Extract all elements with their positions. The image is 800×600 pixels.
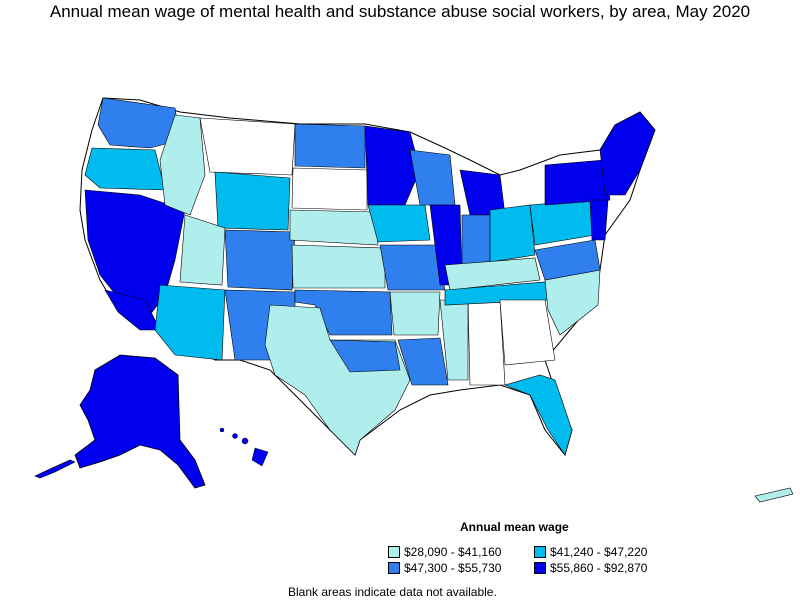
region-hawaii bbox=[219, 427, 269, 467]
legend-item-3: $47,300 - $55,730 bbox=[388, 561, 501, 575]
region-new-england bbox=[599, 111, 656, 196]
region-texas-metro bbox=[329, 339, 401, 373]
region-new-york bbox=[544, 159, 611, 206]
region-georgia bbox=[499, 299, 556, 366]
region-puerto-rico bbox=[754, 487, 794, 503]
region-montana bbox=[199, 117, 296, 176]
region-louisiana bbox=[397, 337, 449, 386]
region-colorado bbox=[224, 229, 296, 291]
map-title: Annual mean wage of mental health and su… bbox=[49, 2, 751, 21]
legend-item-4: $55,860 - $92,870 bbox=[534, 561, 647, 575]
legend-item-2: $41,240 - $47,220 bbox=[534, 545, 647, 559]
region-nebraska bbox=[289, 209, 379, 246]
legend-swatch-1 bbox=[388, 546, 400, 558]
region-alaska bbox=[74, 354, 206, 489]
legend-label-1: $28,090 - $41,160 bbox=[404, 545, 502, 559]
region-minnesota bbox=[364, 125, 421, 206]
region-north-dakota bbox=[294, 123, 366, 169]
legend-label-3: $47,300 - $55,730 bbox=[404, 561, 502, 575]
region-wyoming bbox=[214, 171, 291, 231]
region-iowa bbox=[367, 204, 431, 243]
data-availability-note: Blank areas indicate data not available. bbox=[288, 585, 497, 599]
region-ohio bbox=[489, 204, 536, 263]
region-southern-california bbox=[104, 289, 161, 331]
region-washington bbox=[97, 97, 181, 149]
legend-title: Annual mean wage bbox=[460, 520, 569, 534]
region-missouri bbox=[379, 244, 446, 291]
region-oregon bbox=[84, 147, 166, 191]
region-florida bbox=[504, 374, 573, 456]
legend-item-1: $28,090 - $41,160 bbox=[388, 545, 501, 559]
region-virginia bbox=[534, 239, 601, 281]
region-alaska-aleutians bbox=[34, 459, 76, 479]
region-arkansas bbox=[389, 291, 441, 336]
region-south-dakota bbox=[291, 167, 368, 211]
region-new-jersey-maryland bbox=[589, 199, 609, 241]
region-kentucky bbox=[444, 257, 541, 291]
region-alabama bbox=[467, 299, 506, 386]
legend-swatch-2 bbox=[534, 546, 546, 558]
legend-label-4: $55,860 - $92,870 bbox=[550, 561, 648, 575]
region-utah bbox=[179, 214, 226, 286]
legend-label-2: $41,240 - $47,220 bbox=[550, 545, 648, 559]
legend-swatch-3 bbox=[388, 562, 400, 574]
legend-swatch-4 bbox=[534, 562, 546, 574]
region-kansas bbox=[291, 244, 386, 289]
region-arizona bbox=[154, 284, 226, 361]
